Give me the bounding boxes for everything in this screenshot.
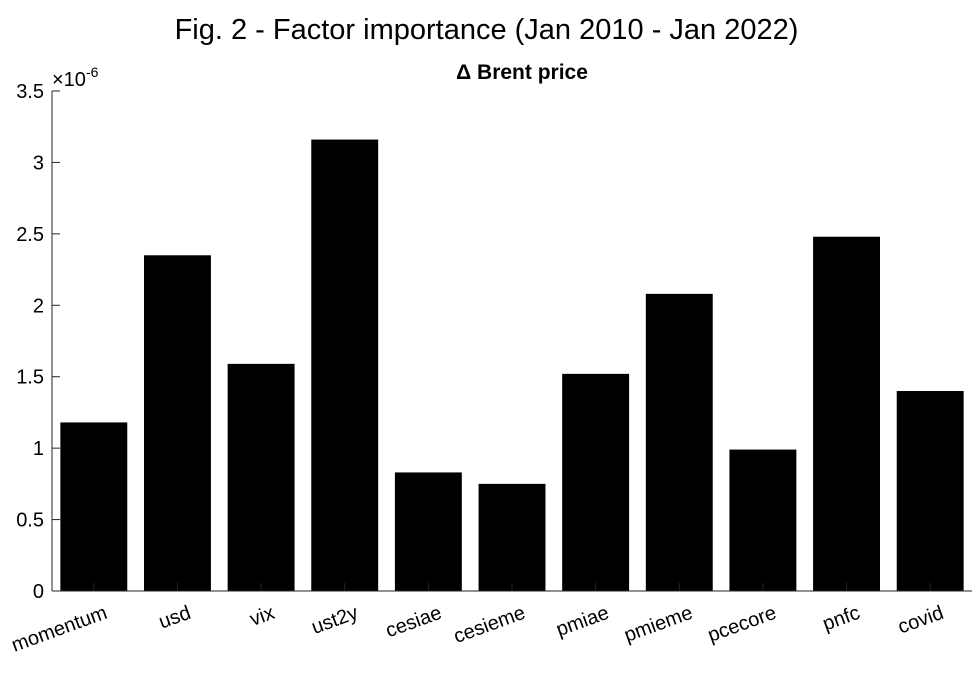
x-tick-label-cesiae: cesiae: [383, 602, 445, 642]
y-tick-label: 0: [33, 581, 44, 603]
y-tick-label: 3.5: [16, 81, 44, 103]
x-tick-label-vix: vix: [247, 602, 278, 631]
y-tick-label: 1.5: [16, 367, 44, 389]
x-tick-label-pmiae: pmiae: [553, 602, 612, 641]
x-tick-label-covid: covid: [895, 602, 946, 639]
figure-title: Fig. 2 - Factor importance (Jan 2010 - J…: [174, 14, 799, 46]
svg-text:×10-6: ×10-6: [52, 64, 99, 91]
bar-pcecore: [729, 449, 797, 591]
x-tick-label-ust2y: ust2y: [309, 602, 361, 639]
bar-momentum: [60, 422, 128, 591]
x-ticks-layer: momentum usd vix ust2y cesiae cesieme pmiae pmi…: [9, 583, 947, 657]
x-tick-label-usd: usd: [156, 602, 194, 634]
chart-title: Δ Brent price: [456, 61, 588, 84]
y-tick-label: 3: [33, 152, 44, 174]
y-tick-label: 2: [33, 295, 44, 317]
bars-layer: [60, 139, 964, 592]
bar-ust2y: [311, 139, 379, 591]
y-tick-label: 0.5: [16, 510, 44, 532]
x-tick-label-momentum: momentum: [9, 602, 111, 657]
y-ticks-layer: 0 0.5 1 1.5 2 2.5 3 3.5: [16, 81, 60, 603]
x-tick-label-pnfc: pnfc: [820, 602, 863, 636]
y-axis-exponent-label: ×10-6: [52, 64, 99, 91]
y-tick-label: 1: [33, 438, 44, 460]
y-tick-label: 2.5: [16, 224, 44, 246]
bar-cesiae: [394, 472, 462, 591]
x-tick-label-pcecore: pcecore: [705, 602, 779, 647]
bar-cesieme: [478, 483, 546, 591]
bar-pmieme: [645, 293, 713, 591]
bar-usd: [144, 255, 211, 592]
bar-pmiae: [562, 373, 630, 591]
x-tick-label-pmieme: pmieme: [621, 602, 695, 647]
bar-vix: [227, 363, 295, 591]
bar-covid: [896, 391, 964, 591]
x-tick-label-cesieme: cesieme: [451, 602, 529, 648]
bar-pnfc: [813, 236, 880, 591]
